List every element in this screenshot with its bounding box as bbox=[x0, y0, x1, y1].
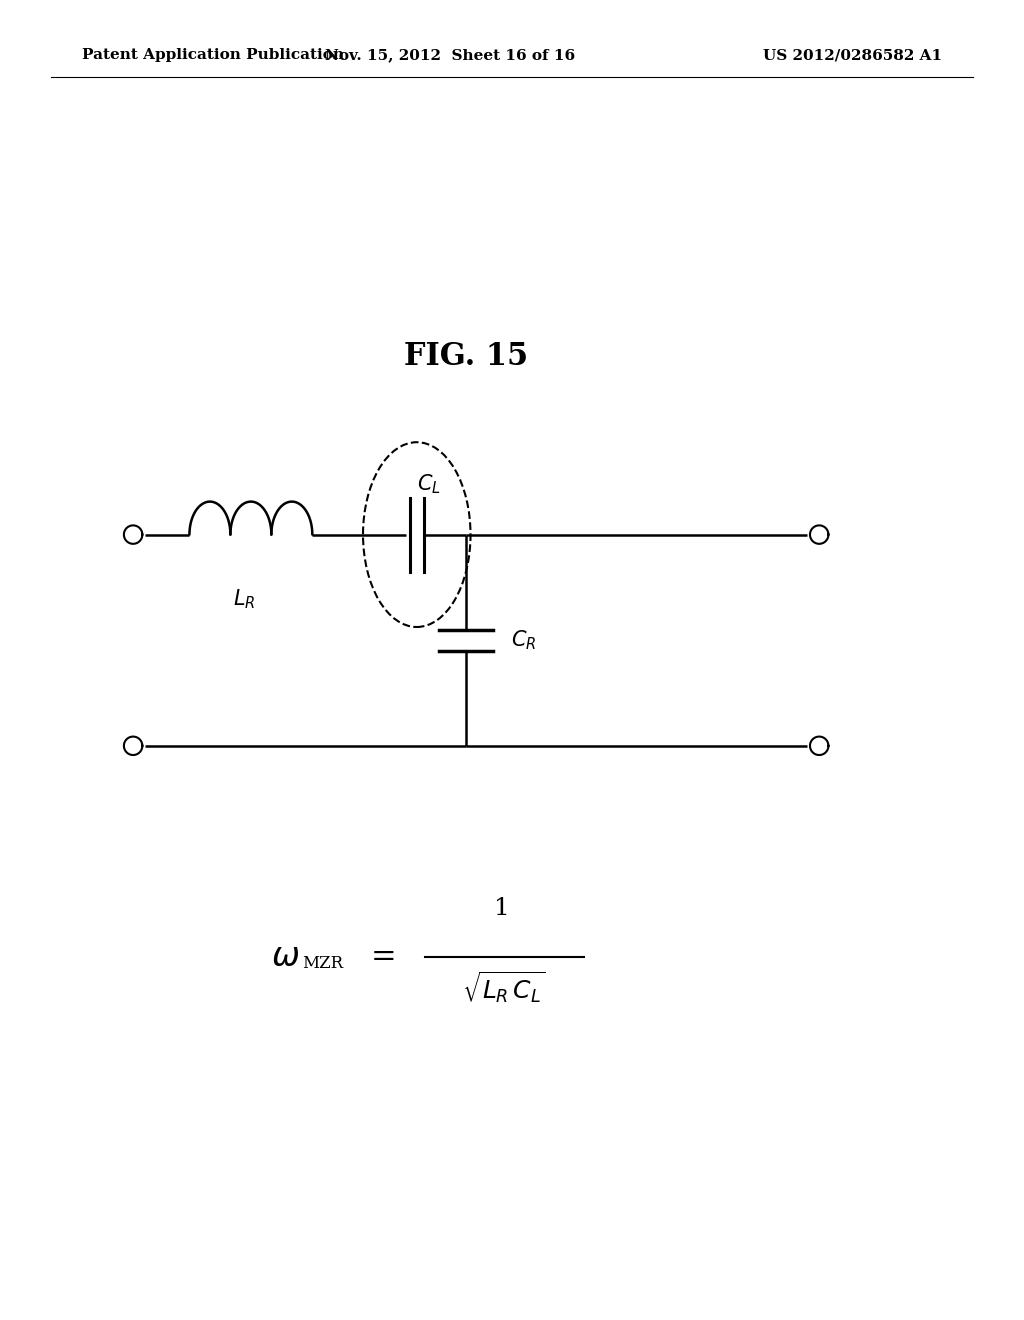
Text: $C_L$: $C_L$ bbox=[417, 473, 441, 496]
Text: $\omega$: $\omega$ bbox=[271, 941, 300, 973]
Text: 1: 1 bbox=[494, 898, 510, 920]
Text: Nov. 15, 2012  Sheet 16 of 16: Nov. 15, 2012 Sheet 16 of 16 bbox=[326, 49, 575, 62]
Text: MZR: MZR bbox=[302, 956, 343, 972]
Text: =: = bbox=[371, 941, 397, 973]
Text: US 2012/0286582 A1: US 2012/0286582 A1 bbox=[763, 49, 942, 62]
Text: $\sqrt{L_{\mathit{R}}\,C_{\mathit{L}}}$: $\sqrt{L_{\mathit{R}}\,C_{\mathit{L}}}$ bbox=[462, 970, 546, 1006]
Text: $C_R$: $C_R$ bbox=[511, 628, 537, 652]
Text: $\mathit{L}_{\mathit{R}}$: $\mathit{L}_{\mathit{R}}$ bbox=[232, 587, 255, 611]
Text: FIG. 15: FIG. 15 bbox=[403, 341, 528, 372]
Text: Patent Application Publication: Patent Application Publication bbox=[82, 49, 344, 62]
